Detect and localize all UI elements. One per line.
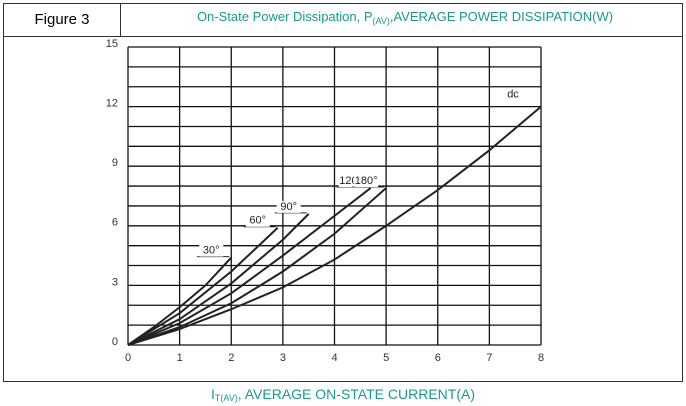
curve [127, 227, 279, 346]
x-tick-label: 6 [435, 352, 441, 364]
label-bg [245, 214, 270, 227]
y-tick-label: 0 [112, 336, 118, 348]
x-tick-label: 2 [228, 352, 234, 364]
curve [127, 213, 310, 346]
y-tick-label: 9 [112, 157, 118, 169]
label-bg [501, 88, 525, 101]
x-axis-label: IT(AV), AVERAGE ON-STATE CURRENT(A) [211, 386, 475, 404]
label-text: I [211, 386, 215, 402]
x-tick-label: 0 [125, 352, 131, 364]
legend-label: 60° [249, 215, 266, 227]
y-tick-label: 6 [112, 217, 118, 229]
title-subscript: (AV) [373, 16, 390, 26]
figure-number: Figure 3 [34, 11, 89, 28]
x-tick-label: 5 [383, 352, 389, 364]
curve [127, 187, 387, 346]
x-tick-label: 3 [280, 352, 286, 364]
curve [127, 105, 542, 346]
title-text: ,AVERAGE POWER DISSIPATION(W) [390, 9, 613, 24]
label-subscript: T(AV) [215, 393, 238, 403]
legend-label: 90° [280, 201, 297, 213]
label-bg [276, 200, 301, 213]
curve [127, 187, 372, 346]
curve [127, 256, 232, 346]
x-tick-label: 4 [331, 352, 337, 364]
x-tick-label: 7 [486, 352, 492, 364]
legend-label: 180° [355, 175, 378, 187]
x-tick-label: 8 [538, 352, 544, 364]
title-text: On-State Power Dissipation, P [197, 9, 373, 24]
label-bg [199, 244, 224, 257]
chart-title: On-State Power Dissipation, P(AV),AVERAG… [197, 9, 613, 26]
label-text: , AVERAGE ON-STATE CURRENT(A) [238, 386, 475, 402]
x-tick-label: 1 [177, 352, 183, 364]
label-bg [354, 175, 379, 188]
frame [3, 3, 683, 382]
y-tick-label: 15 [106, 38, 118, 50]
legend-label: 30° [203, 244, 220, 256]
legend-label: dc [507, 89, 519, 101]
y-tick-label: 3 [112, 276, 118, 288]
y-tick-label: 12 [106, 98, 118, 110]
